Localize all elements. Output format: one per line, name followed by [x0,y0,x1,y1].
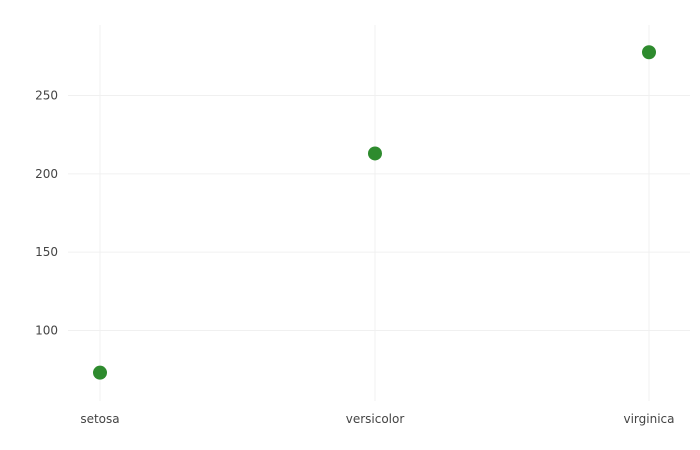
data-point[interactable] [368,146,382,161]
y-tick-label: 150 [35,245,58,259]
y-tick-label: 100 [35,324,58,338]
x-tick-label: versicolor [346,412,405,426]
data-point[interactable] [642,45,656,60]
data-point[interactable] [93,365,107,380]
y-tick-label: 200 [35,167,58,181]
x-tick-label: setosa [80,412,119,426]
x-tick-label: virginica [624,412,675,426]
y-tick-label: 250 [35,89,58,103]
